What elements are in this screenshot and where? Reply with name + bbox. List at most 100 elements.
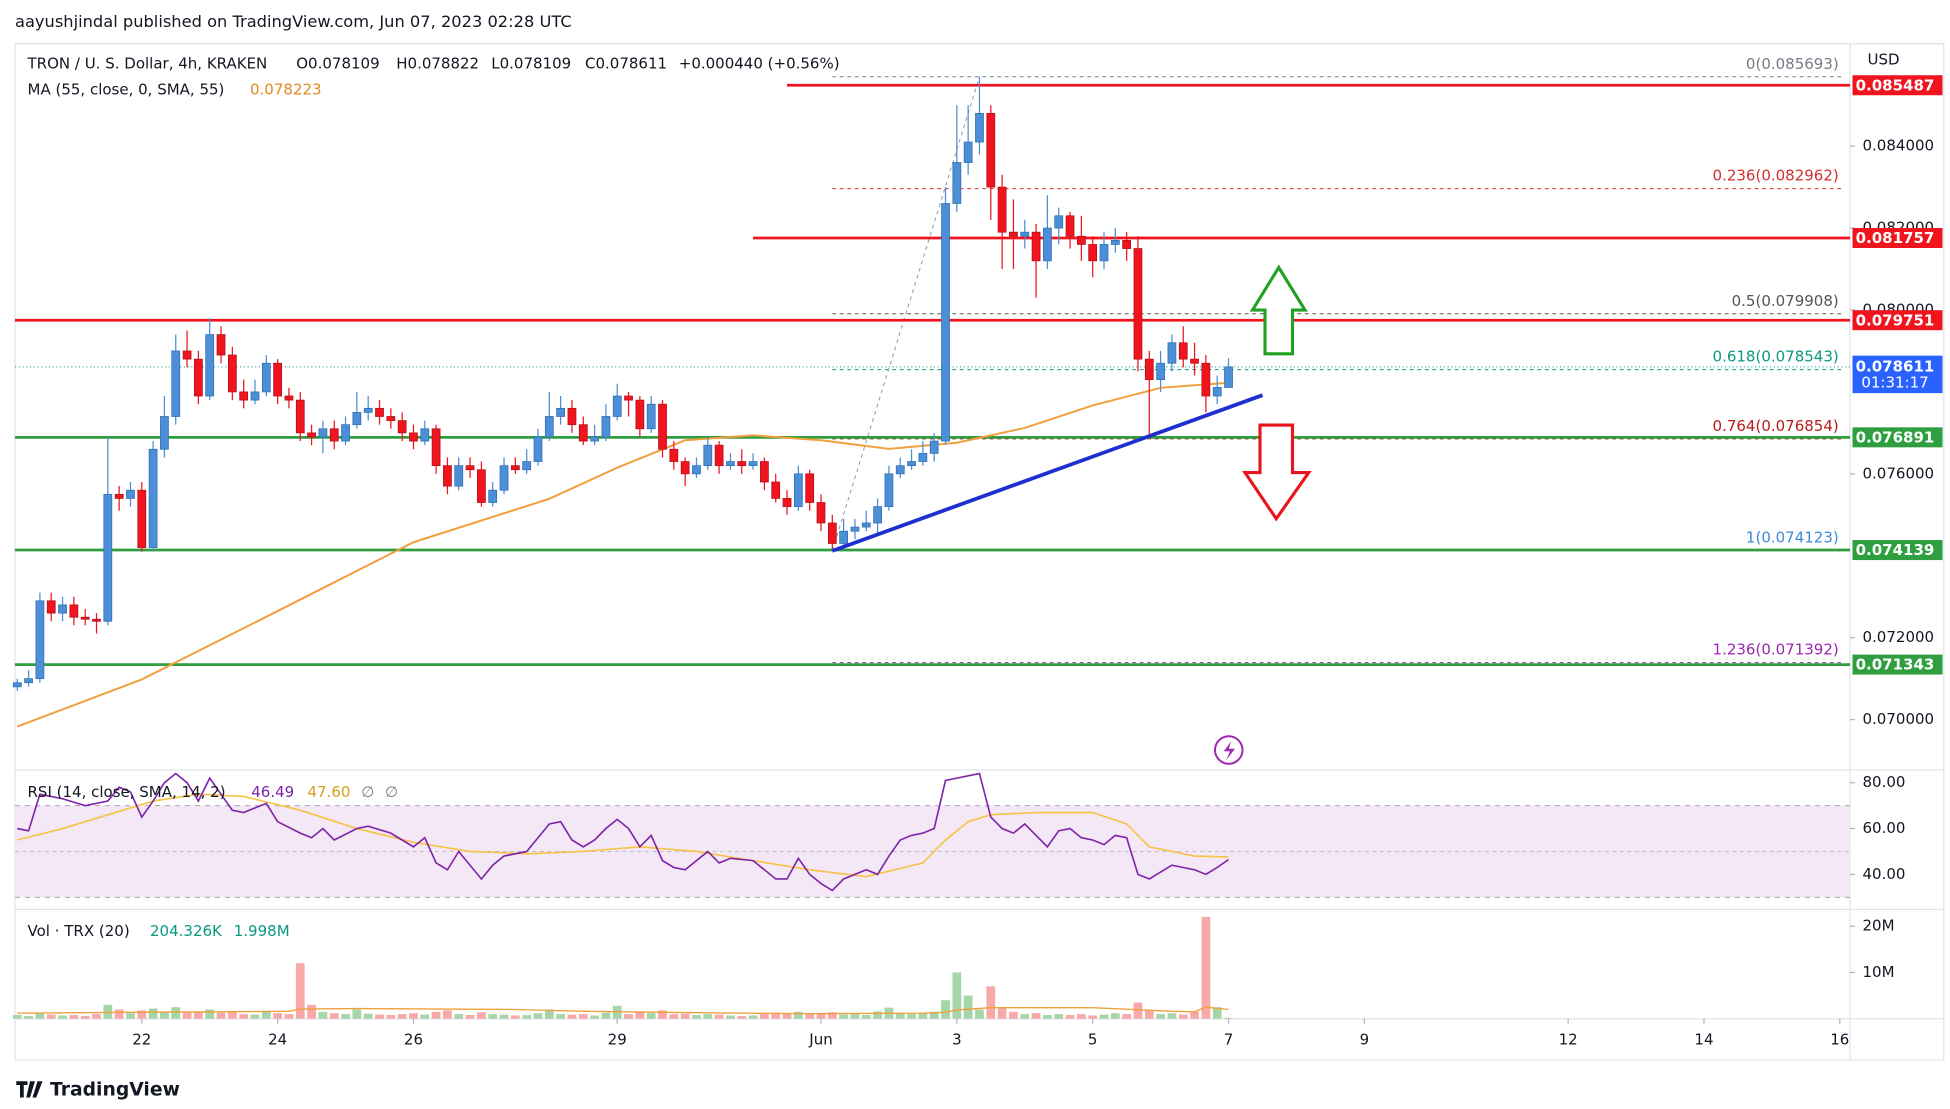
- candle-body: [1224, 366, 1233, 388]
- candle-body: [431, 428, 441, 467]
- rsi-legend: RSI (14, close, SMA, 14, 2): [28, 783, 226, 801]
- candle-body: [873, 506, 882, 524]
- volume-bar: [1009, 1011, 1018, 1019]
- y-tick-label: 0.084000: [1863, 137, 1935, 155]
- candle-body: [92, 618, 101, 622]
- volume-bar: [137, 1010, 147, 1019]
- ma-legend-value: 0.078223: [250, 81, 322, 99]
- volume-bar: [941, 1000, 950, 1019]
- ohlc-change: +0.000440 (+0.56%): [679, 54, 840, 72]
- candle-body: [420, 428, 430, 442]
- volume-bar: [646, 1013, 656, 1019]
- candle-body: [1009, 231, 1018, 237]
- x-tick-label: 7: [1224, 1031, 1234, 1049]
- candle-body: [590, 436, 599, 442]
- candle-body: [307, 432, 316, 438]
- volume-bar: [692, 1015, 701, 1019]
- volume-bar: [148, 1008, 158, 1019]
- volume-bar: [578, 1014, 588, 1019]
- level-label-box: [1852, 228, 1943, 249]
- volume-bar: [1110, 1013, 1120, 1019]
- candle-body: [793, 473, 803, 507]
- ohlc-high: H0.078822: [396, 54, 479, 72]
- x-tick-label: 26: [404, 1031, 423, 1049]
- candle-body: [1190, 358, 1199, 364]
- volume-bar: [975, 1009, 984, 1019]
- volume-bar: [1065, 1015, 1075, 1019]
- volume-bar: [58, 1015, 67, 1019]
- rsi-tick-label: 60.00: [1863, 819, 1906, 837]
- candle-body: [1020, 231, 1030, 237]
- volume-bar: [216, 1012, 226, 1019]
- volume-bar: [80, 1015, 90, 1019]
- candle-body: [80, 616, 90, 620]
- volume-bar: [397, 1014, 407, 1019]
- candle-body: [126, 489, 135, 499]
- candle-body: [250, 391, 260, 401]
- volume-bar: [420, 1014, 430, 1019]
- candle-body: [46, 600, 56, 614]
- volume-bar: [24, 1015, 33, 1019]
- candle-body: [148, 448, 158, 548]
- candle-body: [160, 416, 169, 450]
- candle-body: [816, 502, 826, 524]
- volume-bar: [986, 986, 996, 1019]
- candle-body: [329, 428, 339, 442]
- candle-body: [692, 465, 701, 475]
- fib-label: 0.5(0.079908): [1732, 292, 1839, 310]
- volume-bar: [318, 1011, 328, 1019]
- candle-body: [341, 424, 350, 442]
- volume-bar: [454, 1014, 464, 1019]
- volume-bar: [624, 1014, 633, 1019]
- candle-body: [205, 334, 215, 397]
- candle-body: [454, 465, 464, 487]
- ohlc-close: C0.078611: [585, 54, 667, 72]
- volume-bar: [273, 1013, 283, 1019]
- candle-body: [318, 428, 328, 438]
- volume-bar: [907, 1014, 916, 1019]
- volume-bar: [431, 1011, 441, 1019]
- candle-body: [714, 444, 724, 467]
- volume-bar: [522, 1015, 532, 1019]
- volume-bar: [793, 1011, 803, 1019]
- candle-body: [635, 399, 645, 430]
- volume-bar: [363, 1013, 373, 1019]
- candle-body: [884, 473, 894, 507]
- candle-body: [737, 461, 747, 467]
- volume-bar: [1212, 1007, 1222, 1019]
- volume-bar: [1031, 1013, 1041, 1019]
- volume-bar: [873, 1011, 882, 1019]
- currency-label: USD: [1868, 51, 1900, 69]
- candle-body: [375, 407, 384, 417]
- candle-body: [1144, 358, 1154, 381]
- candle-body: [556, 407, 566, 417]
- volume-bar: [1076, 1014, 1086, 1019]
- candle-body: [1088, 244, 1098, 262]
- candle-body: [58, 604, 67, 614]
- candle-body: [1043, 227, 1052, 262]
- candle-body: [24, 678, 33, 684]
- vol-legend-value: 204.326K: [150, 922, 223, 940]
- rsi-tick-label: 80.00: [1863, 773, 1906, 791]
- candle-body: [69, 604, 79, 618]
- x-tick-label: 9: [1360, 1031, 1370, 1049]
- volume-bar: [1054, 1014, 1064, 1019]
- candle-body: [522, 461, 532, 471]
- volume-bar: [1190, 1011, 1199, 1019]
- fib-label: 0.236(0.082962): [1713, 167, 1839, 185]
- volume-bar: [465, 1015, 475, 1019]
- candle-body: [827, 522, 837, 544]
- candle-body: [1212, 387, 1222, 397]
- fib-label: 0(0.085693): [1746, 55, 1839, 73]
- chart-layer: 22 24 26 29 Jun 3 5 7 9 12 14 16 0.070000 0.072000 0.0…: [12, 55, 1943, 1049]
- fib-label: 0.764(0.076854): [1713, 417, 1839, 435]
- x-tick-label: 14: [1694, 1031, 1713, 1049]
- volume-bar: [205, 1009, 215, 1019]
- volume-bar: [658, 1010, 667, 1019]
- volume-bar: [409, 1013, 418, 1019]
- candle-body: [194, 358, 203, 397]
- volume-bar: [194, 1011, 203, 1019]
- candle-body: [488, 489, 498, 503]
- candle-body: [1167, 342, 1177, 364]
- y-tick-label: 0.070000: [1863, 710, 1935, 728]
